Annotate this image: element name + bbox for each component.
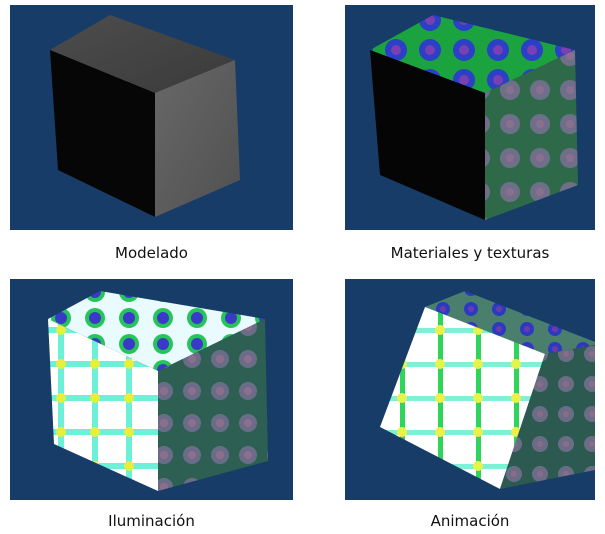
rotated-cube: [380, 291, 595, 489]
caption-materiales-texturas: Materiales y texturas: [390, 244, 550, 262]
gray-cube: [50, 15, 240, 217]
panel-materiales-texturas: [345, 5, 595, 230]
panel-animacion: [345, 279, 595, 500]
caption-iluminacion: Iluminación: [108, 512, 195, 530]
panel-modelado: [10, 5, 293, 230]
lit-cube: [48, 291, 268, 491]
caption-modelado: Modelado: [115, 244, 188, 262]
textured-cube: [370, 15, 578, 220]
panel-iluminacion: [10, 279, 293, 500]
caption-animacion: Animación: [430, 512, 510, 530]
